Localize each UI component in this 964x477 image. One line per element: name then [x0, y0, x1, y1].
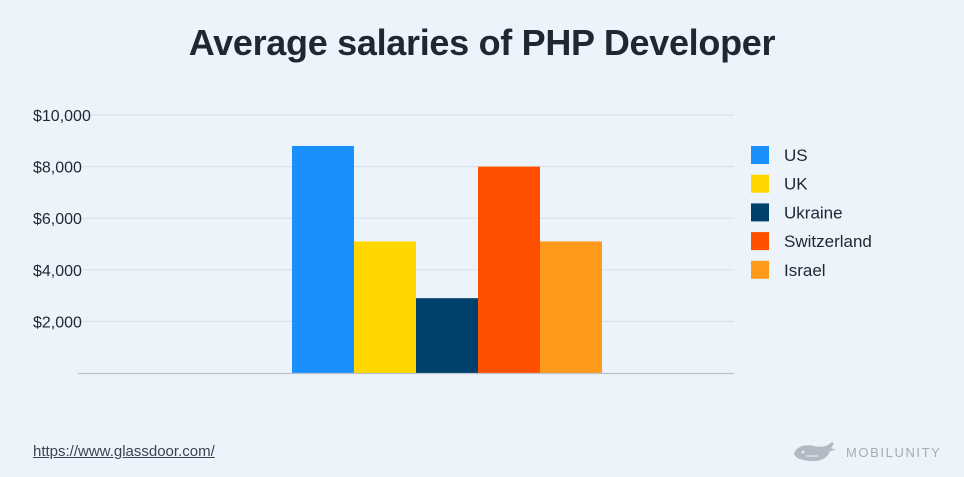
legend-swatch [751, 260, 769, 279]
legend-swatch [751, 232, 769, 251]
legend-label: Israel [784, 261, 826, 280]
legend-swatch [751, 203, 769, 222]
legend-label: Ukraine [784, 203, 843, 222]
legend-swatch [751, 174, 769, 193]
bar-uk [354, 241, 416, 373]
chart-title: Average salaries of PHP Developer [188, 22, 776, 63]
legend-label: Switzerland [784, 232, 872, 251]
source-link[interactable]: https://www.glassdoor.com/ [33, 443, 215, 460]
brand-name: MOBILUNITY [846, 444, 942, 460]
y-tick-label: $6,000 [33, 211, 82, 228]
y-tick-label: $4,000 [33, 263, 82, 280]
bar-us [292, 145, 354, 373]
legend-label: US [784, 146, 808, 165]
bar-ukraine [416, 298, 478, 373]
whale-icon [794, 442, 836, 462]
y-tick-label: $8,000 [33, 160, 82, 177]
y-tick-label: $2,000 [33, 314, 82, 331]
bar-switzerland [478, 166, 540, 373]
legend-label: UK [784, 175, 808, 194]
legend-swatch [751, 146, 769, 164]
brand-logo: MOBILUNITY [792, 440, 941, 464]
bar-israel [540, 241, 602, 373]
y-tick-label: $10,000 [33, 108, 91, 125]
